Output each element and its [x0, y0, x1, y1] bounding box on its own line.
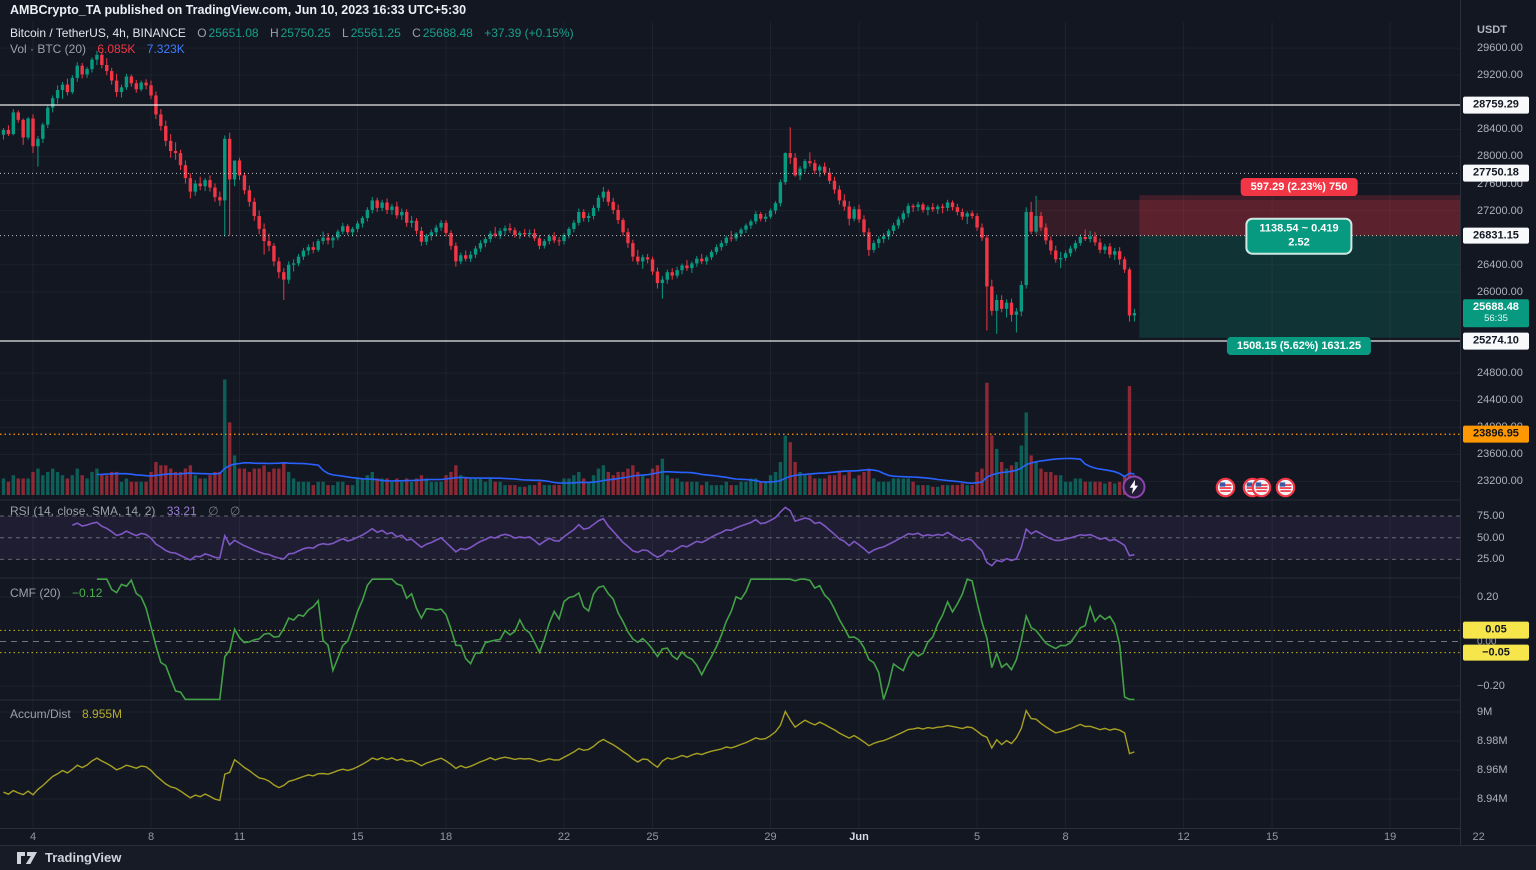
time-axis-tick: 5: [974, 831, 981, 843]
axis-tick: 29600.00: [1477, 42, 1523, 55]
us-flag-event-icon[interactable]: [1215, 477, 1236, 503]
page-title: AMBCrypto_TA published on TradingView.co…: [10, 3, 467, 17]
low-label: L: [342, 26, 349, 40]
axis-tick: 24800.00: [1477, 367, 1523, 380]
position-entry-line1: 1138.54 ~ 0.419: [1259, 222, 1339, 235]
time-axis-tick: 12: [1177, 831, 1190, 843]
volume-value: 6.085K: [97, 42, 136, 56]
axis-tick: 8.94M: [1477, 793, 1508, 805]
time-axis-tick: 15: [1265, 831, 1279, 843]
position-entry-line2: 2.52: [1288, 237, 1310, 249]
close-label: C: [412, 26, 421, 40]
price-axis-label: 28759.29: [1463, 96, 1529, 114]
position-target-label[interactable]: 1508.15 (5.62%) 1631.25: [1226, 337, 1372, 355]
tradingview-logo-icon: [17, 851, 37, 864]
position-entry-label[interactable]: 1138.54 ~ 0.419 2.52: [1245, 217, 1353, 255]
time-axis-tick: 25: [646, 831, 659, 843]
time-axis-tick: 8: [1062, 831, 1069, 843]
axis-currency-label: USDT: [1477, 24, 1507, 36]
price-axis-label: 27750.18: [1463, 165, 1529, 182]
axis-tick: −0.20: [1477, 680, 1505, 692]
time-axis-tick: 4: [29, 831, 37, 843]
close-value: 25688.48: [422, 26, 473, 40]
accum-dist-value: 8.955M: [82, 707, 123, 721]
footer-bar: TradingView: [0, 845, 1536, 870]
time-axis-tick: 22: [557, 831, 571, 843]
price-axis-label: −0.05: [1463, 644, 1529, 661]
time-axis[interactable]: 4 8 11 15 18 22 25 29 Jun 5 8 12 15 19 22: [0, 828, 1485, 846]
axis-tick: 23200.00: [1477, 475, 1523, 488]
axis-tick: 8.98M: [1477, 735, 1508, 747]
axis-tick: 27200.00: [1477, 204, 1523, 217]
axis-tick: 0.00: [1477, 636, 1497, 647]
axis-tick: 29200.00: [1477, 69, 1523, 82]
price-axis-label: 25274.10: [1463, 332, 1529, 350]
time-axis-tick: Jun: [849, 831, 869, 843]
us-flag-event-icon[interactable]: [1251, 477, 1272, 503]
time-axis-tick: 18: [439, 831, 453, 843]
volume-ma-value: 7.323K: [146, 42, 185, 56]
time-axis-tick: 29: [764, 831, 777, 843]
volume-label: Vol · BTC (20): [10, 42, 87, 56]
rsi-label: RSI (14, close, SMA, 14, 2): [10, 504, 156, 518]
time-axis-tick: 22: [1472, 831, 1485, 843]
volume-legend[interactable]: Vol · BTC (20) 6.085K 7.323K: [10, 42, 187, 56]
time-axis-tick: 15: [351, 831, 364, 843]
rsi-hidden-plot-icon: ∅: [208, 504, 219, 518]
price-axis-label: 25688.48 56:35: [1463, 299, 1529, 327]
change-value: +37.39 (+0.15%): [484, 26, 574, 40]
tradingview-brand[interactable]: TradingView: [16, 850, 121, 865]
axis-tick: 25.00: [1477, 553, 1505, 566]
axis-tick: 50.00: [1477, 531, 1505, 544]
open-label: O: [197, 26, 207, 40]
cmf-value: −0.12: [72, 586, 103, 600]
axis-tick: 8.96M: [1477, 764, 1508, 776]
symbol-title: Bitcoin / TetherUS, 4h, BINANCE: [10, 26, 186, 40]
axis-tick: 23600.00: [1477, 448, 1523, 461]
accum-dist-label: Accum/Dist: [10, 707, 71, 721]
axis-tick: 26000.00: [1477, 285, 1523, 298]
rsi-legend[interactable]: RSI (14, close, SMA, 14, 2) 33.21 ∅ ∅: [10, 504, 242, 518]
price-axis[interactable]: USDT 29600.00 29200.00 28400.00 28000.00 276…: [1460, 0, 1536, 845]
axis-tick: 9M: [1477, 706, 1493, 718]
tradingview-brand-text: TradingView: [45, 850, 122, 865]
position-stop-label[interactable]: 597.29 (2.23%) 750: [1240, 178, 1358, 196]
open-value: 25651.08: [208, 26, 259, 40]
price-axis-label: 23896.95: [1463, 425, 1529, 443]
high-label: H: [269, 26, 279, 40]
rsi-value: 33.21: [166, 504, 197, 518]
axis-tick: 24400.00: [1477, 394, 1523, 407]
rsi-hidden-plot-icon: ∅: [229, 504, 241, 518]
axis-tick: 26400.00: [1477, 258, 1523, 271]
chart-plot[interactable]: [0, 0, 1460, 845]
time-axis-tick: 11: [233, 831, 246, 843]
us-flag-event-icon[interactable]: [1275, 477, 1296, 503]
low-value: 25561.25: [350, 26, 401, 40]
time-axis-tick: 19: [1383, 831, 1397, 843]
symbol-legend[interactable]: Bitcoin / TetherUS, 4h, BINANCE O 25651.0…: [10, 26, 576, 40]
time-axis-tick: 8: [147, 831, 155, 843]
lightning-event-icon[interactable]: [1121, 474, 1147, 505]
accum-dist-legend[interactable]: Accum/Dist 8.955M: [10, 707, 124, 721]
axis-tick: 75.00: [1477, 510, 1505, 523]
price-axis-label: 0.05: [1463, 622, 1529, 639]
cmf-legend[interactable]: CMF (20) −0.12: [10, 586, 104, 600]
cmf-label: CMF (20): [10, 586, 61, 600]
axis-tick: 28400.00: [1477, 123, 1523, 136]
price-axis-label: 26831.15: [1463, 227, 1529, 244]
axis-tick: 0.20: [1477, 591, 1499, 603]
axis-tick: 28000.00: [1477, 150, 1523, 163]
high-value: 25750.25: [280, 26, 331, 40]
